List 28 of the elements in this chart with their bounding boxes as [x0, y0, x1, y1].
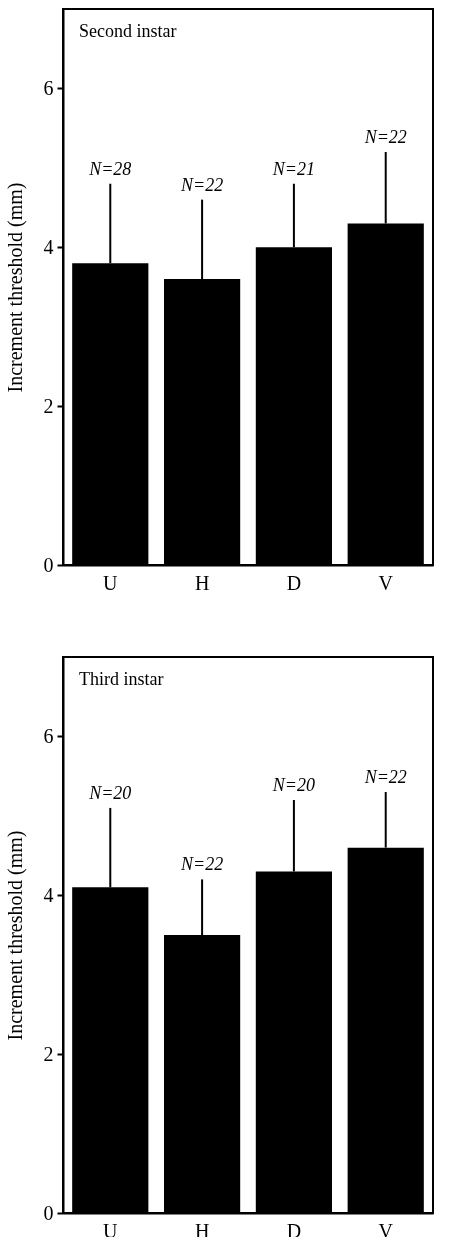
annotation: N=22 — [363, 767, 407, 788]
x-tick-label: H — [194, 1219, 210, 1237]
annotation: N=21 — [271, 158, 315, 179]
x-tick-label: U — [103, 1219, 119, 1237]
annotation: N=20 — [88, 782, 132, 803]
y-tick-label: 0 — [43, 553, 54, 576]
y-tick-label: 6 — [43, 76, 54, 99]
x-tick-label: V — [378, 571, 394, 594]
y-tick-label: 6 — [43, 724, 54, 747]
y-tick-label: 2 — [43, 1042, 54, 1065]
y-tick-label: 0 — [43, 1201, 54, 1224]
y-axis-title: Increment threshold (mm) — [3, 830, 27, 1041]
annotation: N=22 — [180, 854, 224, 875]
x-tick-label: D — [286, 571, 302, 594]
x-tick-label: D — [286, 1219, 302, 1237]
y-tick-label: 4 — [43, 235, 54, 258]
annotation: N=20 — [271, 774, 315, 795]
annotation: N=22 — [180, 174, 224, 195]
text: Third instar — [79, 669, 164, 689]
y-tick-label: 2 — [43, 394, 54, 417]
x-tick-label: H — [194, 571, 210, 594]
annotation: N=22 — [363, 126, 407, 147]
x-tick-label: U — [103, 571, 119, 594]
annotation: N=28 — [88, 158, 132, 179]
x-tick-label: V — [378, 1219, 394, 1237]
y-tick-label: 4 — [43, 883, 54, 906]
text: Second instar — [79, 21, 177, 41]
y-axis-title: Increment threshold (mm) — [3, 182, 27, 393]
